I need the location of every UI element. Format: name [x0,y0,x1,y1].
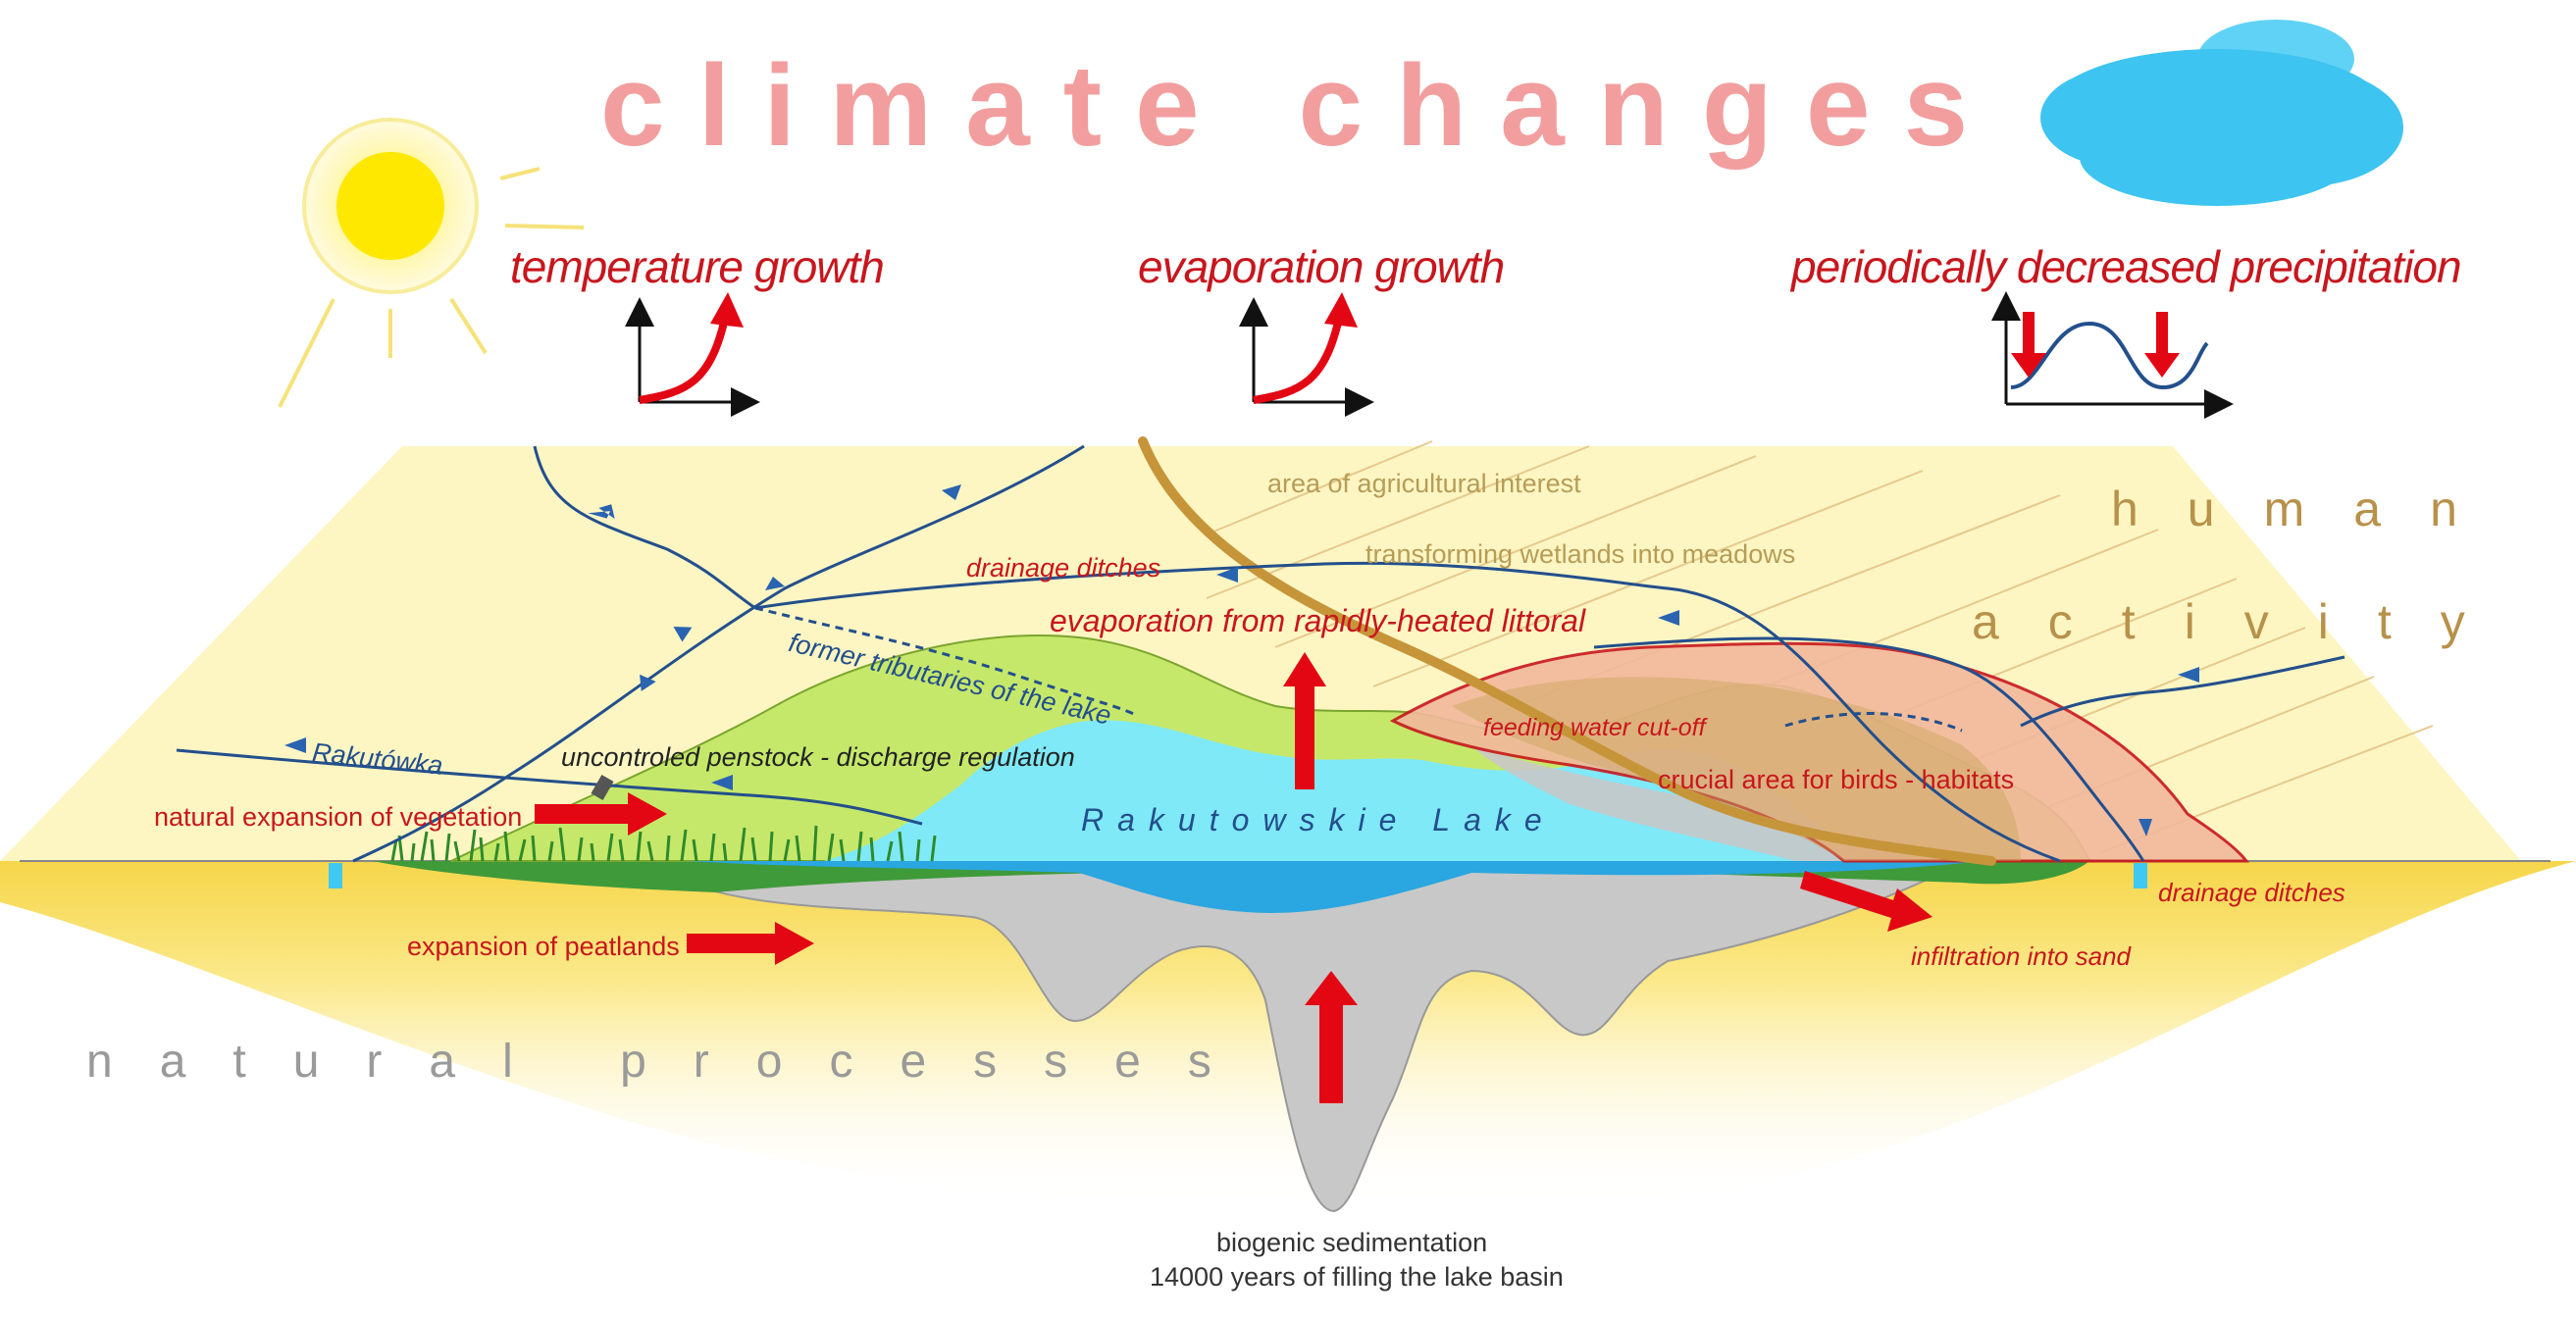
feeding-cutoff-label: feeding water cut-off [1483,714,1706,741]
drainage-ditches-top-label: drainage ditches [966,553,1161,583]
ditch-marker-left [329,863,342,888]
sedimentation-line1: biogenic sedimentation [1216,1228,1488,1257]
natural-processes-label: natural processes [86,1036,1259,1088]
former-tributary [754,606,1139,718]
farmland-area [1389,641,2250,863]
sun-icon [278,118,585,408]
vegetation-label: natural expansion of vegetation [154,802,523,832]
agricultural-area-label: area of agricultural interest [1267,469,1581,498]
flow-arrows [284,484,2199,837]
sedimentation-line2: 14000 years of filling the lake basin [1150,1262,1564,1292]
penstock-icon [591,774,614,801]
title: climate changes [600,41,2002,171]
penstock-label: uncontroled penstock - discharge regulat… [561,742,1075,772]
peatlands-label: expansion of peatlands [407,932,680,961]
former-tributary-right [1784,712,1963,733]
temperature-graph [625,292,760,417]
lake-deep [687,861,1982,913]
drainage-ditches-right-label: drainage ditches [2158,878,2345,907]
infiltration-label: infiltration into sand [1911,941,2132,971]
factor-temperature: temperature growth [510,241,885,292]
reeds [390,825,937,862]
lake-water [824,720,1864,861]
cloud-icon [2040,20,2403,206]
habitat-area [1452,677,2021,861]
factor-evaporation: evaporation growth [1138,241,1505,292]
evaporation-littoral-label: evaporation from rapidly-heated littoral [1050,603,1586,638]
lake-label: Rakutowskie Lake [1081,802,1556,837]
rivers [176,444,2345,863]
transforming-wetlands-label: transforming wetlands into meadows [1365,539,1796,569]
crucial-area-label: crucial area for birds - habitats [1658,765,2015,794]
red-arrows [535,652,1932,1103]
evaporation-graph [1239,292,1374,417]
precipitation-graph [1991,291,2234,419]
factor-precipitation: periodically decreased precipitation [1791,241,2462,292]
human-label: human [2111,482,2506,536]
ditch-marker-right [2134,863,2147,888]
activity-label: activity [1972,594,2514,649]
